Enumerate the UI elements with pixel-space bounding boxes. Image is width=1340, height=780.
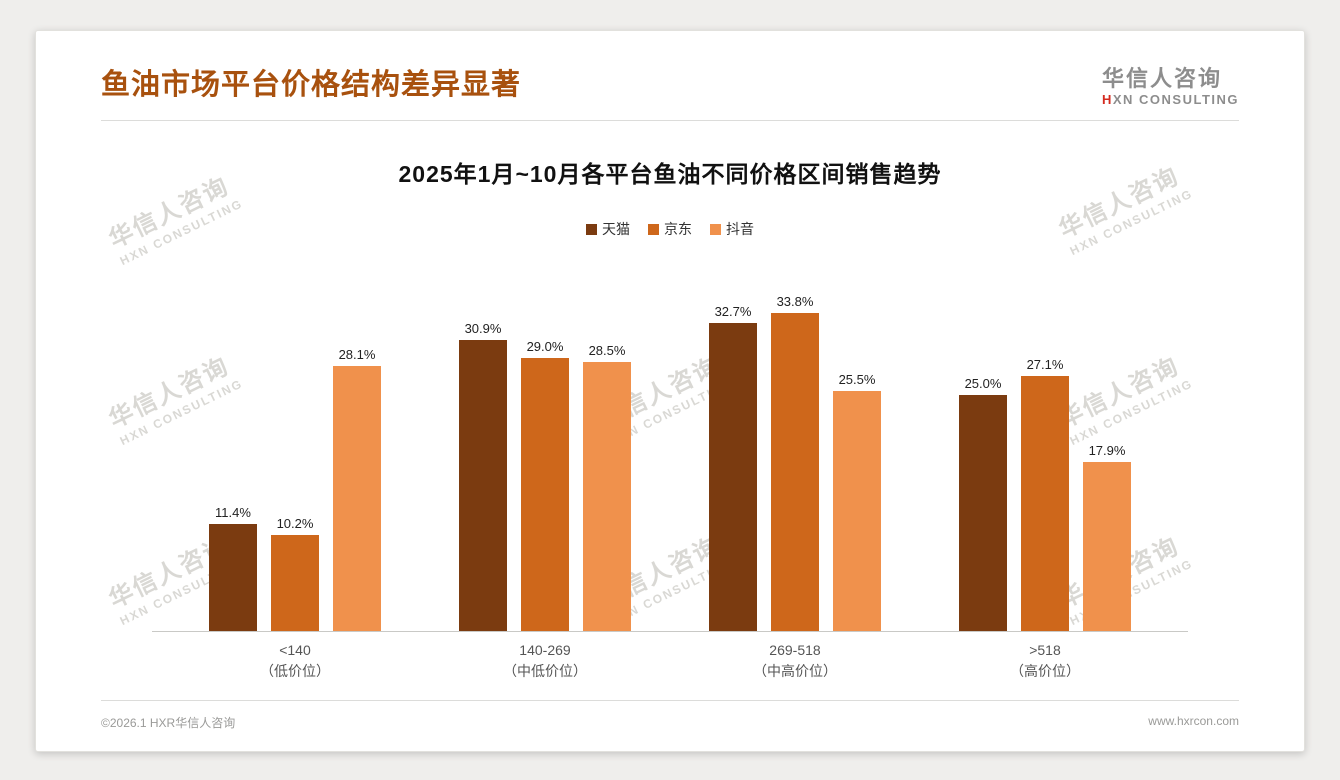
slide-header: 鱼油市场平台价格结构差异显著 华信人咨询 HXN CONSULTING xyxy=(36,31,1304,108)
logo-en-accent: H xyxy=(1101,92,1113,107)
bar-item-jd: 27.1% xyxy=(1021,273,1069,631)
legend-item-douyin: 抖音 xyxy=(710,219,754,239)
bar-jd xyxy=(771,313,819,631)
bar-group: 11.4% 10.2% 28.1% xyxy=(209,273,381,631)
legend-item-tmall: 天猫 xyxy=(586,219,630,239)
bar-value-label: 11.4% xyxy=(215,505,251,520)
bar-value-label: 17.9% xyxy=(1088,443,1126,458)
bar-item-jd: 29.0% xyxy=(521,273,569,631)
bar-value-label: 28.1% xyxy=(338,347,376,362)
bar-value-label: 10.2% xyxy=(276,516,314,531)
page-title: 鱼油市场平台价格结构差异显著 xyxy=(101,69,522,101)
logo-en-text: HXN CONSULTING xyxy=(1102,91,1239,108)
bar-value-label: 25.5% xyxy=(838,372,876,387)
bar-chart: 11.4% 10.2% 28.1% 30.9% 29.0% 28.5% 32.7% 33.8%… xyxy=(152,273,1188,682)
bar-item-douyin: 28.5% xyxy=(583,273,631,631)
bar-group: 32.7% 33.8% 25.5% xyxy=(709,273,881,631)
bar-value-label: 28.5% xyxy=(588,343,626,358)
x-axis-line xyxy=(152,631,1188,632)
chart-title: 2025年1月~10月各平台鱼油不同价格区间销售趋势 xyxy=(398,161,942,187)
logo-cn-text: 华信人咨询 xyxy=(1101,66,1222,91)
bar-group: 25.0% 27.1% 17.9% xyxy=(959,273,1131,631)
bar-jd xyxy=(271,535,319,631)
bar-item-tmall: 25.0% xyxy=(959,273,1007,631)
header-divider xyxy=(101,120,1239,121)
bar-item-jd: 33.8% xyxy=(771,273,819,631)
bar-item-jd: 10.2% xyxy=(271,273,319,631)
bar-value-label: 33.8% xyxy=(776,294,814,309)
category-label: 269-518 （中高价位） xyxy=(753,642,837,679)
bar-value-label: 30.9% xyxy=(464,321,502,336)
category-label: >518 （高价位） xyxy=(1010,642,1080,679)
legend-item-jd: 京东 xyxy=(648,219,692,239)
bar-item-tmall: 30.9% xyxy=(459,273,507,631)
bar-tmall xyxy=(959,395,1007,631)
bar-douyin xyxy=(1083,462,1131,631)
legend-label-tmall: 天猫 xyxy=(602,221,630,237)
bar-item-douyin: 25.5% xyxy=(833,273,881,631)
chart-legend: 天猫 京东 抖音 xyxy=(36,219,1304,239)
bar-tmall xyxy=(709,323,757,631)
logo-en-rest: XN CONSULTING xyxy=(1112,92,1239,107)
footer-copyright: ©2026.1 HXR华信人咨询 xyxy=(101,716,236,730)
slide-card: 华信人咨询 HXN CONSULTING 华信人咨询 HXN CONSULTING 华信… xyxy=(35,30,1305,752)
category-axis: <140 （低价位） 140-269 （中低价位） 269-518 （中高价位） >518 （… xyxy=(170,640,1170,682)
bar-item-douyin: 28.1% xyxy=(333,273,381,631)
legend-swatch-tmall xyxy=(586,223,597,235)
bar-tmall xyxy=(209,524,257,631)
bar-value-label: 27.1% xyxy=(1026,357,1064,372)
bar-jd xyxy=(1021,376,1069,631)
category-label: <140 （低价位） xyxy=(260,642,330,679)
bar-value-label: 25.0% xyxy=(964,376,1002,391)
category-label: 140-269 （中低价位） xyxy=(503,642,587,679)
bar-item-tmall: 11.4% xyxy=(209,273,257,631)
legend-label-douyin: 抖音 xyxy=(726,221,754,237)
legend-swatch-douyin xyxy=(710,223,721,235)
bar-item-tmall: 32.7% xyxy=(709,273,757,631)
bar-douyin xyxy=(583,362,631,631)
chart-plot: 11.4% 10.2% 28.1% 30.9% 29.0% 28.5% 32.7% 33.8%… xyxy=(170,273,1170,631)
slide-footer: ©2026.1 HXR华信人咨询 www.hxrcon.com xyxy=(101,700,1239,751)
bar-item-douyin: 17.9% xyxy=(1083,273,1131,631)
legend-swatch-jd xyxy=(648,223,659,235)
legend-label-jd: 京东 xyxy=(664,221,692,237)
bar-value-label: 32.7% xyxy=(714,304,752,319)
bar-jd xyxy=(521,358,569,631)
bar-douyin xyxy=(333,366,381,631)
bar-group: 30.9% 29.0% 28.5% xyxy=(459,273,631,631)
bar-douyin xyxy=(833,391,881,631)
bar-value-label: 29.0% xyxy=(526,339,564,354)
footer-url: www.hxrcon.com xyxy=(1148,714,1239,728)
bar-tmall xyxy=(459,340,507,631)
company-logo: 华信人咨询 HXN CONSULTING xyxy=(1102,67,1239,108)
